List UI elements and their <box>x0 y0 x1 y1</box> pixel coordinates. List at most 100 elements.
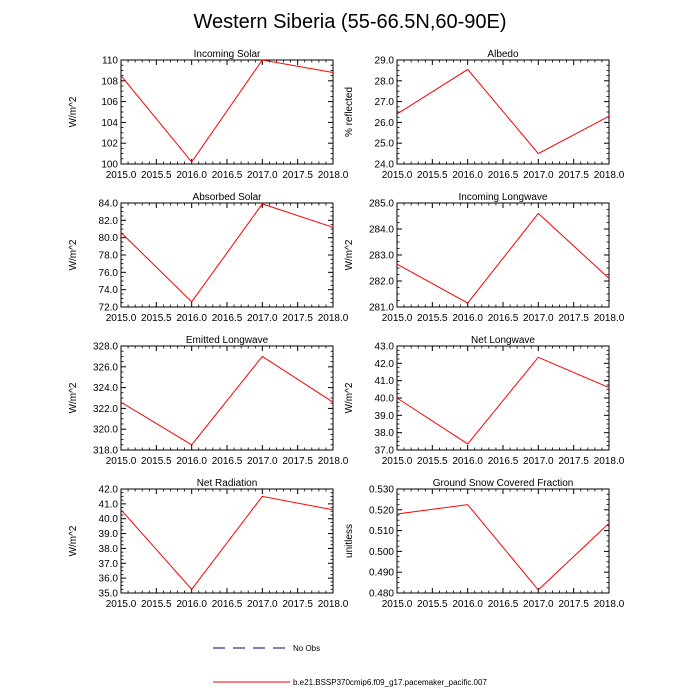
ground-snow-covered-fraction-ytick-label: 0.500 <box>369 547 394 558</box>
albedo-title: Albedo <box>487 49 519 60</box>
albedo-ylabel: % reflected <box>344 87 355 137</box>
panel-ground-snow-covered-fraction: Ground Snow Covered Fraction unitless 0.48… <box>344 478 625 610</box>
ground-snow-covered-fraction-xtick-label: 2017.5 <box>558 599 589 610</box>
emitted-longwave-ytick-label: 326.0 <box>93 362 118 373</box>
incoming-longwave-ytick-label: 285.0 <box>369 199 394 210</box>
incoming-longwave-ytick-label: 283.0 <box>369 251 394 262</box>
net-longwave-ytick-label: 42.0 <box>375 359 395 370</box>
net-longwave-series-line <box>396 356 610 445</box>
ground-snow-covered-fraction-frame <box>396 488 610 594</box>
absorbed-solar-ytick-label: 76.0 <box>99 268 119 279</box>
net-radiation-ylabel: W/m^2 <box>68 525 79 556</box>
net-longwave-frame <box>396 345 610 451</box>
incoming-longwave-xtick-label: 2015.0 <box>382 313 413 324</box>
incoming-longwave-ylabel: W/m^2 <box>344 239 355 270</box>
net-radiation-xtick-label: 2017.5 <box>282 599 313 610</box>
albedo-ytick-label: 29.0 <box>375 56 395 67</box>
net-radiation-xtick-label: 2018.0 <box>318 599 349 610</box>
incoming-longwave-xtick-label: 2017.5 <box>558 313 589 324</box>
emitted-longwave-ytick-label: 328.0 <box>93 342 118 353</box>
albedo-series-line <box>396 68 610 155</box>
absorbed-solar-ytick-label: 74.0 <box>99 285 119 296</box>
incoming-solar-ytick-label: 108 <box>101 76 118 87</box>
incoming-solar-ytick-label: 110 <box>102 56 118 67</box>
net-radiation-ytick-label: 42.0 <box>99 485 119 496</box>
absorbed-solar-xtick-label: 2015.5 <box>141 313 172 324</box>
net-longwave-ytick-label: 39.0 <box>375 411 395 422</box>
incoming-longwave-xtick-label: 2015.5 <box>417 313 448 324</box>
emitted-longwave-ytick-label: 318.0 <box>93 446 118 457</box>
emitted-longwave-frame <box>120 345 334 451</box>
ground-snow-covered-fraction-xtick-label: 2017.0 <box>523 599 554 610</box>
emitted-longwave-xtick-label: 2017.0 <box>247 456 278 467</box>
net-radiation-xtick-label: 2016.5 <box>212 599 243 610</box>
panel-incoming-longwave: Incoming Longwave W/m^2 281.0 282.0 283.0 284… <box>344 192 625 324</box>
incoming-solar-frame <box>120 59 334 165</box>
net-radiation-xtick-label: 2016.0 <box>176 599 207 610</box>
net-radiation-ytick-label: 38.0 <box>99 544 119 555</box>
ground-snow-covered-fraction-ytick-label: 0.510 <box>369 526 394 537</box>
legend-no-obs-label: No Obs <box>293 644 320 653</box>
net-radiation-ytick-label: 35.0 <box>99 589 119 600</box>
albedo-xtick-label: 2017.0 <box>523 170 554 181</box>
net-radiation-xtick-label: 2015.5 <box>141 599 172 610</box>
incoming-solar-xtick-label: 2016.0 <box>176 170 207 181</box>
incoming-solar-xtick-label: 2016.5 <box>212 170 243 181</box>
albedo-ytick-label: 28.0 <box>375 76 395 87</box>
albedo-xtick-label: 2018.0 <box>594 170 625 181</box>
incoming-solar-xtick-label: 2018.0 <box>318 170 349 181</box>
incoming-solar-xtick-label: 2015.0 <box>106 170 137 181</box>
panel-emitted-longwave: Emitted Longwave W/m^2 318.0 320.0 322.0 324.… <box>68 335 349 467</box>
net-longwave-xtick-label: 2018.0 <box>594 456 625 467</box>
incoming-solar-xtick-label: 2015.5 <box>141 170 172 181</box>
emitted-longwave-ylabel: W/m^2 <box>68 382 79 413</box>
incoming-longwave-series-line <box>396 212 610 304</box>
panel-net-radiation: Net Radiation W/m^2 35.0 36.0 37.0 38.0 39.0 40… <box>68 478 349 610</box>
net-radiation-ytick-label: 40.0 <box>99 514 119 525</box>
absorbed-solar-series-line <box>120 203 334 303</box>
absorbed-solar-xtick-label: 2018.0 <box>318 313 349 324</box>
incoming-longwave-xtick-label: 2018.0 <box>594 313 625 324</box>
net-radiation-frame <box>120 488 334 594</box>
net-longwave-xtick-label: 2017.0 <box>523 456 554 467</box>
absorbed-solar-xtick-label: 2015.0 <box>106 313 137 324</box>
incoming-longwave-xtick-label: 2017.0 <box>523 313 554 324</box>
net-radiation-xtick-label: 2015.0 <box>106 599 137 610</box>
ground-snow-covered-fraction-xtick-label: 2018.0 <box>594 599 625 610</box>
absorbed-solar-xtick-label: 2017.5 <box>282 313 313 324</box>
incoming-solar-ytick-label: 102 <box>101 139 118 150</box>
ground-snow-covered-fraction-xtick-label: 2015.5 <box>417 599 448 610</box>
emitted-longwave-xtick-label: 2015.0 <box>106 456 137 467</box>
incoming-longwave-ytick-label: 284.0 <box>369 225 394 236</box>
ground-snow-covered-fraction-ytick-label: 0.480 <box>369 589 394 600</box>
panel-absorbed-solar: Absorbed Solar W/m^2 72.0 74.0 76.0 78.0 80.0 8… <box>68 192 349 324</box>
panels: Incoming Solar W/m^2 100 102 104 106 108 110 201… <box>68 49 625 610</box>
ground-snow-covered-fraction-xtick-label: 2016.0 <box>452 599 483 610</box>
albedo-xtick-label: 2016.0 <box>452 170 483 181</box>
incoming-solar-xtick-label: 2017.0 <box>247 170 278 181</box>
net-radiation-ytick-label: 36.0 <box>99 574 119 585</box>
albedo-ytick-label: 27.0 <box>375 97 395 108</box>
absorbed-solar-ytick-label: 84.0 <box>99 199 119 210</box>
absorbed-solar-title: Absorbed Solar <box>193 192 263 203</box>
incoming-solar-ytick-label: 104 <box>101 118 118 129</box>
incoming-solar-ytick-label: 106 <box>101 97 118 108</box>
emitted-longwave-ytick-label: 320.0 <box>93 425 118 436</box>
panel-net-longwave: Net Longwave W/m^2 37.0 38.0 39.0 40.0 41.0 42.… <box>344 335 625 467</box>
albedo-ytick-label: 24.0 <box>375 160 395 171</box>
net-longwave-ytick-label: 41.0 <box>375 376 395 387</box>
emitted-longwave-series-line <box>120 355 334 446</box>
absorbed-solar-ylabel: W/m^2 <box>68 239 79 270</box>
net-radiation-xtick-label: 2017.0 <box>247 599 278 610</box>
net-radiation-title: Net Radiation <box>197 478 258 489</box>
ground-snow-covered-fraction-ytick-label: 0.520 <box>369 505 394 516</box>
incoming-longwave-title: Incoming Longwave <box>459 192 548 203</box>
emitted-longwave-ytick-label: 322.0 <box>93 404 118 415</box>
absorbed-solar-ytick-label: 82.0 <box>99 216 119 227</box>
incoming-solar-ytick-label: 100 <box>101 160 118 171</box>
emitted-longwave-xtick-label: 2016.5 <box>212 456 243 467</box>
net-longwave-title: Net Longwave <box>471 335 535 346</box>
emitted-longwave-xtick-label: 2016.0 <box>176 456 207 467</box>
net-longwave-xtick-label: 2017.5 <box>558 456 589 467</box>
net-longwave-ytick-label: 37.0 <box>375 446 395 457</box>
